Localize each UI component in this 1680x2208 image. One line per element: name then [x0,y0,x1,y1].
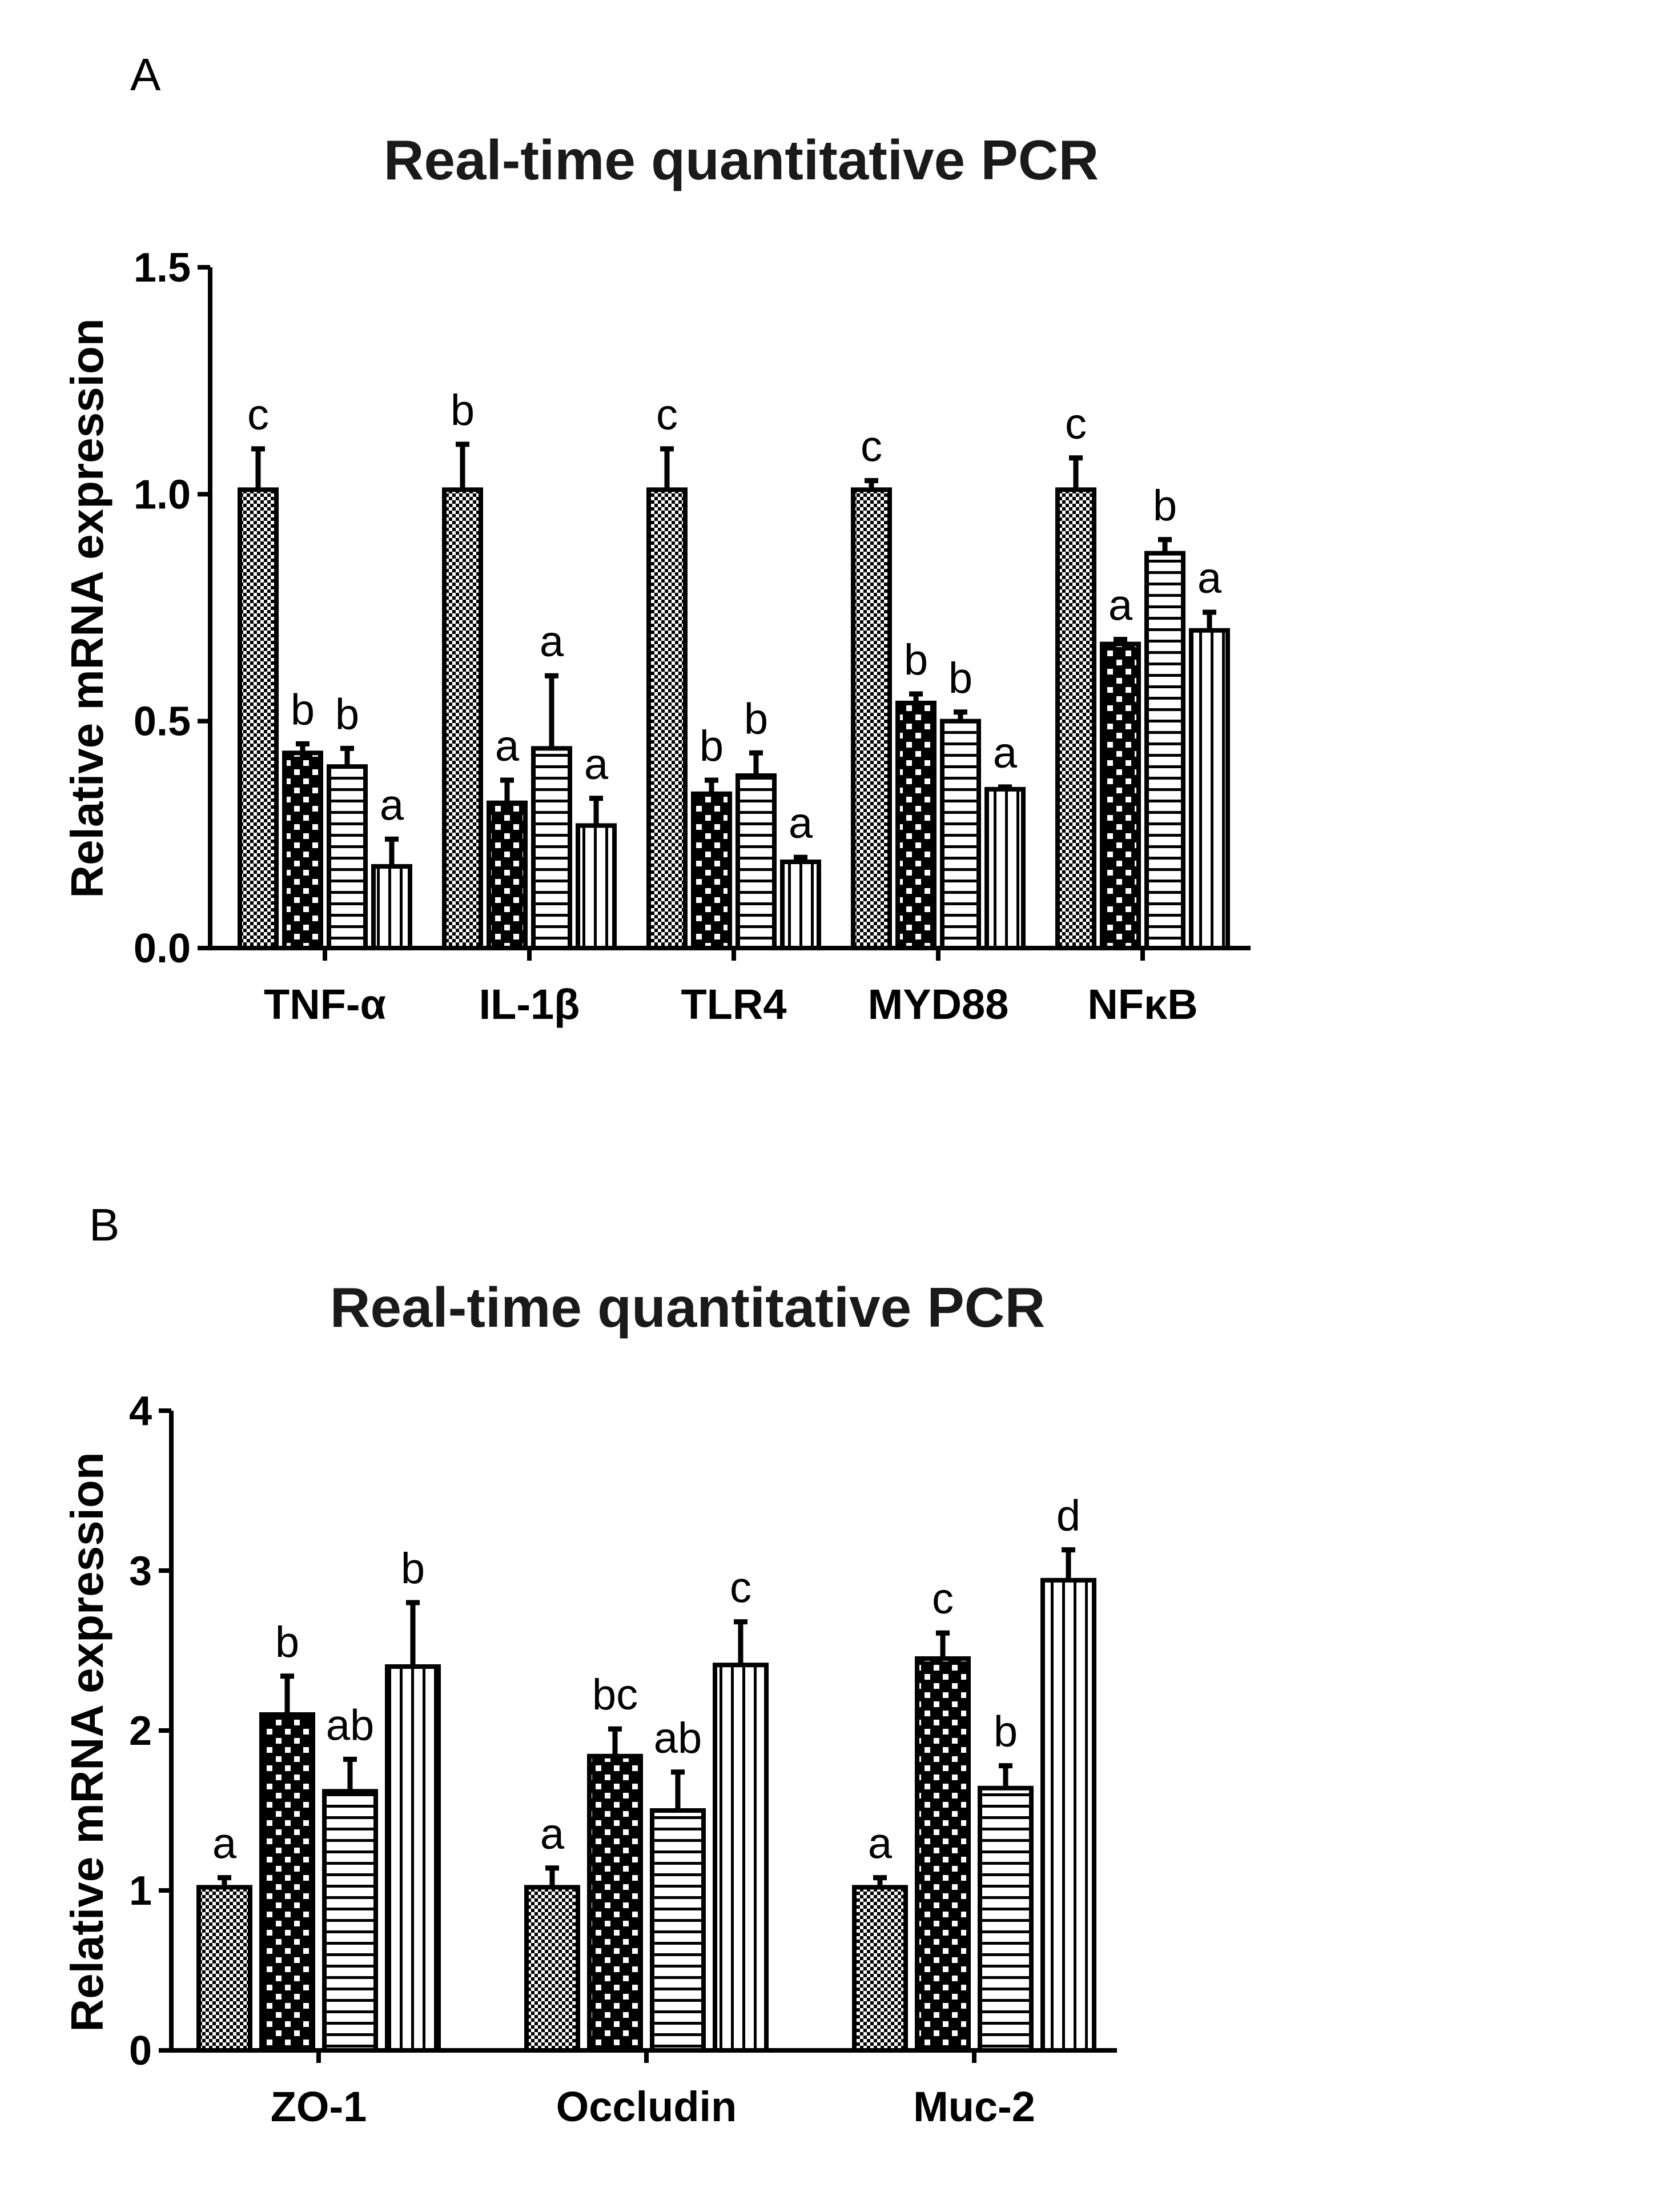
category-label: Occludin [556,2083,737,2130]
y-tick-label: 3 [129,1548,152,1594]
significance-label: a [380,781,404,829]
panel-letter: A [130,49,161,100]
chart-title: Real-time quantitative PCR [384,129,1099,191]
significance-label: ab [326,1701,375,1749]
y-tick-label: 4 [129,1388,152,1434]
bar-kf [984,786,1026,951]
bar-kf [1189,628,1230,950]
significance-label: a [495,722,520,770]
significance-label: b [948,654,972,702]
category-label: IL-1β [479,981,580,1028]
bar-ko [1144,551,1185,950]
bar-kf [780,860,821,950]
significance-label: c [932,1575,954,1623]
significance-label: b [335,690,359,738]
category-label: NFκB [1087,981,1197,1028]
significance-label: a [584,740,609,789]
significance-label: c [730,1564,751,1612]
bar-f1-7 [691,791,732,951]
significance-label: c [861,422,882,471]
bar-kf [1040,1577,1096,2053]
y-tick-label: 1.5 [134,245,191,291]
bar-f1-7 [1100,641,1141,951]
bar-as [524,1885,580,2053]
significance-label: b [275,1618,299,1667]
bar-kf [371,864,412,950]
y-tick-label: 1 [129,1868,152,1914]
significance-label: a [540,1810,565,1858]
panel-a: A Real-time quantitative PCR Relative mR… [62,49,1251,1028]
bar-ko [322,1789,378,2053]
significance-label: b [744,694,768,743]
y-axis-label: Relative mRNA expression [62,318,112,898]
bar-as [1055,487,1096,950]
bar-f1-7 [282,750,323,950]
significance-label: bc [592,1671,638,1719]
significance-label: b [700,722,724,770]
bar-kf [713,1663,769,2053]
chart-title: Real-time quantitative PCR [330,1276,1045,1339]
significance-label: c [1065,400,1087,448]
category-label: TLR4 [681,981,787,1028]
bar-f1-7 [259,1712,315,2053]
bar-as [646,487,688,950]
bar-ko [978,1785,1034,2053]
bar-ko [735,773,777,950]
bar-as [442,487,483,950]
category-label: TNF-α [264,981,386,1028]
bar-as [238,487,279,950]
significance-label: ab [654,1714,702,1763]
y-tick-label: 0.5 [134,699,191,745]
bar-f1-7 [487,800,528,950]
category-label: MYD88 [868,981,1009,1028]
significance-label: a [868,1820,893,1868]
bar-kf [576,823,617,950]
bar-f1-7 [895,700,937,950]
significance-label: b [994,1708,1018,1756]
y-tick-label: 0 [129,2028,152,2074]
significance-label: c [247,391,269,439]
panel-b: B Real-time quantitative PCR Relative mR… [62,1199,1117,2130]
y-tick-label: 1.0 [134,472,191,517]
bar-as [196,1885,252,2053]
bar-as [851,487,892,950]
significance-label: a [540,617,564,666]
significance-label: b [904,636,928,684]
panel-letter: B [89,1199,119,1250]
bar-ko [327,764,368,950]
significance-label: a [1108,581,1133,630]
category-label: ZO-1 [271,2083,367,2130]
significance-label: a [789,799,813,848]
bar-kf [385,1664,441,2053]
significance-label: c [656,391,678,439]
significance-label: b [1153,481,1177,530]
significance-label: a [993,729,1018,777]
significance-label: a [212,1820,237,1868]
y-tick-label: 2 [129,1708,152,1754]
significance-label: a [1197,554,1222,603]
bar-as [852,1885,908,2053]
bar-ko [531,746,572,950]
significance-label: b [401,1544,425,1593]
category-label: Muc-2 [913,2083,1035,2130]
significance-label: b [291,685,315,734]
bar-ko [650,1808,706,2053]
bar-f1-7 [587,1753,643,2053]
y-axis-label: Relative mRNA expression [62,1452,112,2032]
significance-label: b [451,386,475,435]
bar-ko [940,718,981,950]
bar-f1-7 [915,1656,971,2053]
significance-label: d [1056,1492,1080,1540]
y-tick-label: 0.0 [134,926,191,971]
